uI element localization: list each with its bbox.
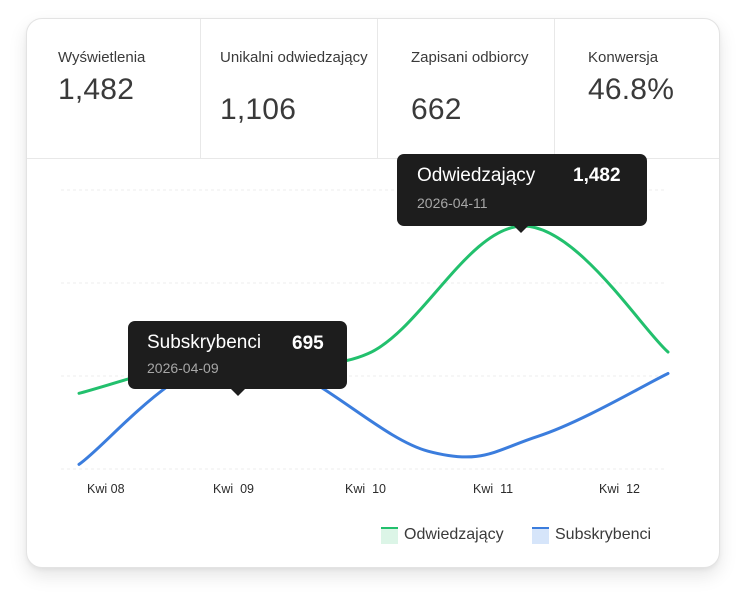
x-tick-label: Kwi 08 bbox=[87, 482, 125, 496]
x-tick-label: Kwi 09 bbox=[213, 482, 254, 496]
tooltip-series-name: Subskrybenci bbox=[147, 332, 262, 353]
x-tick-label: Kwi 10 bbox=[345, 482, 386, 496]
tooltip-value: 695 bbox=[292, 333, 324, 354]
legend-label: Odwiedzający bbox=[404, 526, 504, 543]
stat-value: 1,482 bbox=[58, 73, 135, 106]
tooltip-value: 1,482 bbox=[573, 165, 621, 186]
legend-label: Subskrybenci bbox=[555, 526, 652, 543]
stat-unique-visitors: Unikalni odwiedzający 1,106 bbox=[201, 19, 378, 158]
stat-views: Wyświetlenia 1,482 bbox=[27, 19, 201, 158]
stat-label: Konwersja bbox=[588, 49, 659, 66]
x-tick-label: Kwi 12 bbox=[599, 482, 640, 496]
visitors-tooltip: Odwiedzający 1,482 2026-04-11 bbox=[397, 154, 647, 233]
x-tick-label: Kwi 11 bbox=[473, 482, 514, 496]
subscribers-tooltip: Subskrybenci 695 2026-04-09 bbox=[128, 321, 347, 396]
stat-label: Unikalni odwiedzający bbox=[220, 49, 368, 66]
stat-conversion: Konwersja 46.8% bbox=[555, 19, 719, 158]
tooltip-series-name: Odwiedzający bbox=[417, 165, 536, 186]
stats-row: Wyświetlenia 1,482 Unikalni odwiedzający… bbox=[27, 19, 719, 159]
analytics-card: Wyświetlenia 1,482 Unikalni odwiedzający… bbox=[26, 18, 720, 568]
stat-label: Wyświetlenia bbox=[58, 49, 146, 66]
stat-value: 1,106 bbox=[220, 93, 297, 126]
legend-item-visitors[interactable]: Odwiedzający bbox=[381, 525, 504, 545]
tooltip-arrow bbox=[231, 389, 245, 396]
tooltip-arrow bbox=[514, 226, 528, 233]
legend-swatch bbox=[381, 526, 398, 544]
stat-value: 662 bbox=[411, 93, 462, 126]
stat-subscribers: Zapisani odbiorcy 662 bbox=[378, 19, 555, 158]
tooltip-date: 2026-04-09 bbox=[147, 360, 219, 376]
legend-swatch bbox=[532, 526, 549, 544]
stat-label: Zapisani odbiorcy bbox=[411, 49, 529, 66]
tooltip-date: 2026-04-11 bbox=[417, 195, 488, 211]
stat-value: 46.8% bbox=[588, 73, 675, 106]
legend-item-subscribers[interactable]: Subskrybenci bbox=[532, 525, 651, 545]
